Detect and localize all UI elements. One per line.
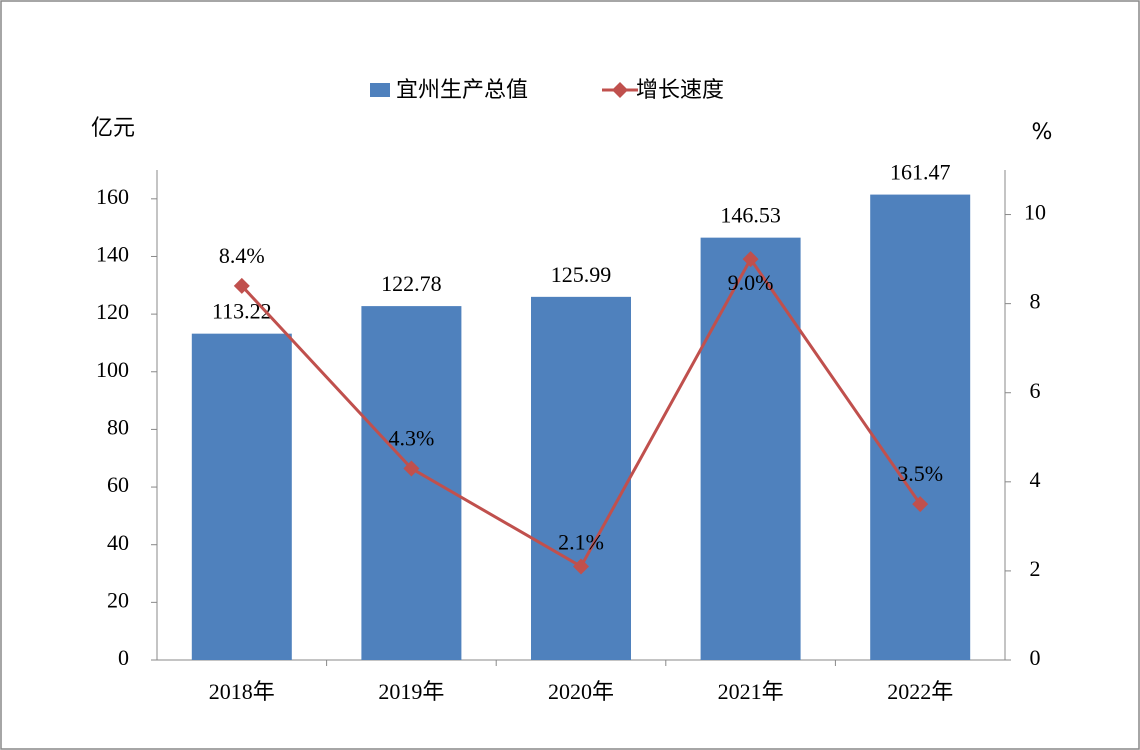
- y-tick-label: 40: [107, 530, 129, 555]
- bar-value-label: 122.78: [381, 271, 442, 296]
- line-marker: [403, 460, 420, 477]
- y-tick-label: 80: [107, 414, 129, 439]
- legend-label: 增长速度: [636, 78, 724, 103]
- line-marker: [912, 496, 929, 513]
- y2-tick-label: 8: [1030, 289, 1041, 314]
- bar-value-label: 146.53: [720, 203, 781, 228]
- y2-axis-title: %: [1032, 120, 1053, 145]
- bar-value-label: 113.22: [212, 299, 272, 324]
- y-tick-label: 160: [96, 184, 129, 209]
- y2-tick-label: 0: [1030, 645, 1041, 670]
- legend-swatch: [370, 83, 390, 97]
- line-value-label: 2.1%: [558, 530, 604, 555]
- x-tick-label: 2022年: [887, 679, 953, 704]
- line-value-label: 3.5%: [897, 461, 943, 486]
- x-tick-label: 2019年: [378, 679, 444, 704]
- line-value-label: 4.3%: [388, 426, 434, 451]
- y-tick-label: 0: [118, 645, 129, 670]
- y2-tick-label: 2: [1030, 556, 1041, 581]
- y-tick-label: 100: [96, 357, 129, 382]
- y2-tick-label: 10: [1024, 200, 1046, 225]
- bar-value-label: 161.47: [890, 160, 951, 185]
- line-marker: [742, 251, 759, 268]
- bar: [700, 237, 801, 661]
- bar: [870, 194, 971, 660]
- bar: [531, 296, 631, 660]
- x-tick-label: 2021年: [718, 679, 784, 704]
- y-tick-label: 60: [107, 472, 129, 497]
- line-value-label: 9.0%: [728, 270, 774, 295]
- bar-value-label: 125.99: [551, 262, 612, 287]
- y-tick-label: 20: [107, 587, 129, 612]
- bar: [361, 306, 462, 660]
- y-axis-title: 亿元: [91, 116, 135, 141]
- y2-tick-label: 6: [1030, 378, 1041, 403]
- bar: [191, 333, 292, 660]
- x-tick-label: 2018年: [209, 679, 275, 704]
- y-tick-label: 140: [96, 242, 129, 267]
- y2-tick-label: 4: [1030, 467, 1041, 492]
- legend-label: 宜州生产总值: [396, 78, 528, 103]
- line-marker: [233, 277, 250, 294]
- x-tick-label: 2020年: [548, 679, 614, 704]
- y-tick-label: 120: [96, 299, 129, 324]
- legend-swatch: [612, 82, 628, 98]
- line-value-label: 8.4%: [219, 243, 265, 268]
- line-marker: [573, 558, 589, 575]
